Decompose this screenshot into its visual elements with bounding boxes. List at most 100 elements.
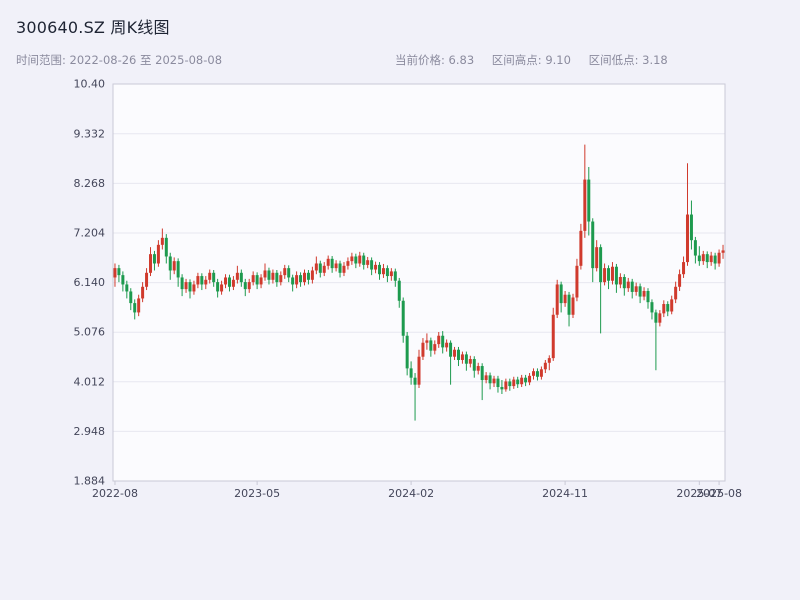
candle-body — [279, 275, 283, 283]
candle-body — [413, 377, 417, 385]
candle-body — [299, 275, 303, 283]
candle-body — [433, 344, 437, 351]
candle-body — [520, 377, 524, 385]
candle-body — [599, 247, 603, 283]
candle-body — [449, 342, 453, 357]
candle-body — [247, 282, 251, 290]
candle-body — [259, 277, 263, 285]
candle-body — [689, 214, 693, 241]
candle-body — [713, 255, 717, 264]
candle-body — [618, 276, 622, 285]
current-price: 当前价格: 6.83 — [395, 53, 478, 67]
candle-body — [362, 255, 366, 265]
candle-body — [705, 254, 709, 263]
x-tick-label: 2024-02 — [388, 487, 434, 500]
candle-body — [129, 291, 133, 304]
candle-body — [389, 271, 393, 277]
candle-body — [133, 303, 137, 313]
candle-body — [583, 179, 587, 231]
candle-body — [141, 286, 145, 299]
range-low-value: 3.18 — [642, 53, 668, 67]
candle-body — [342, 265, 346, 273]
candle-body — [137, 298, 141, 313]
candle-body — [693, 240, 697, 256]
candle-body — [117, 268, 121, 276]
candle-body — [575, 265, 579, 298]
candle-body — [378, 264, 382, 275]
candle-body — [239, 272, 243, 283]
candle-body — [330, 258, 334, 269]
x-tick-label: 2022-08 — [92, 487, 138, 500]
y-tick-label: 4.012 — [74, 375, 106, 388]
candle-body — [113, 268, 117, 278]
candle-body — [385, 268, 389, 277]
candle-body — [646, 290, 650, 303]
candle-body — [701, 254, 705, 262]
candle-body — [543, 362, 547, 370]
candle-body — [287, 268, 291, 278]
y-tick-label: 7.204 — [74, 226, 106, 239]
x-tick-label: 2023-05 — [234, 487, 280, 500]
candle-body — [310, 270, 314, 280]
y-tick-label: 6.140 — [74, 276, 106, 289]
candle-body — [283, 268, 287, 276]
candle-body — [626, 281, 630, 289]
range-high-label: 区间高点: — [491, 53, 542, 67]
candle-body — [630, 281, 634, 292]
candle-body — [666, 304, 670, 312]
candle-body — [717, 252, 721, 264]
candle-body — [674, 286, 678, 300]
candle-body — [697, 255, 701, 262]
candle-body — [678, 274, 682, 287]
candle-body — [508, 381, 512, 387]
y-tick-label: 5.076 — [74, 326, 106, 339]
candle-body — [496, 378, 500, 388]
candle-body — [614, 266, 618, 285]
candle-body — [551, 314, 555, 359]
stats-row: 当前价格: 6.83 区间高点: 9.10 区间低点: 3.18 — [395, 52, 668, 68]
candle-body — [682, 262, 686, 275]
candle-body — [532, 371, 536, 376]
y-tick-label: 9.332 — [74, 127, 106, 140]
candle-body — [354, 256, 358, 264]
candle-body — [421, 342, 425, 357]
candle-body — [156, 244, 160, 264]
candle-body — [160, 237, 164, 245]
candle-body — [306, 272, 310, 280]
candle-body — [121, 275, 125, 285]
candle-body — [188, 282, 192, 292]
x-tick-label: 2025-07 — [676, 487, 722, 500]
candle-body — [295, 275, 299, 285]
candle-body — [374, 264, 378, 270]
range-high: 区间高点: 9.10 — [492, 53, 575, 67]
candle-body — [212, 272, 216, 283]
range-low: 区间低点: 3.18 — [589, 53, 668, 67]
candle-body — [271, 272, 275, 280]
candle-body — [472, 359, 476, 371]
candle-body — [456, 349, 460, 360]
candle-body — [231, 279, 235, 287]
y-tick-label: 8.268 — [74, 177, 106, 190]
current-price-label: 当前价格: — [395, 53, 445, 67]
candle-body — [318, 263, 322, 273]
candle-body — [622, 276, 626, 289]
candle-body — [685, 214, 689, 263]
candle-body — [338, 263, 342, 273]
candle-body — [464, 354, 468, 364]
candle-body — [145, 272, 149, 287]
candle-body — [302, 272, 306, 283]
candle-body — [539, 369, 543, 377]
candle-body — [591, 221, 595, 269]
candle-body — [366, 260, 370, 265]
candle-body — [504, 381, 508, 390]
x-tick-label: 2025-08 — [696, 487, 742, 500]
candle-body — [492, 378, 496, 384]
candle-body — [610, 266, 614, 281]
candle-body — [370, 260, 374, 270]
candle-body — [208, 272, 212, 280]
candle-body — [417, 356, 421, 385]
candle-body — [251, 275, 255, 283]
candle-body — [571, 297, 575, 315]
x-tick-label: 2024-11 — [542, 487, 588, 500]
